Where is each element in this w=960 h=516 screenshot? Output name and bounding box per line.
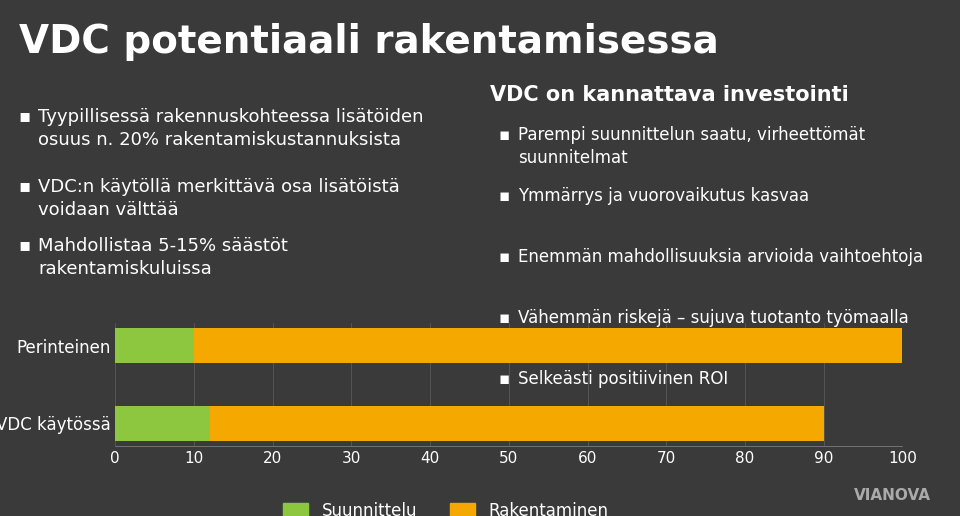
Text: ▪: ▪ bbox=[499, 126, 516, 144]
Text: Tyypillisessä rakennuskohteessa lisätöiden
osuus n. 20% rakentamiskustannuksista: Tyypillisessä rakennuskohteessa lisätöid… bbox=[38, 108, 424, 149]
Text: Mahdollistaa 5-15% säästöt
rakentamiskuluissa: Mahdollistaa 5-15% säästöt rakentamiskul… bbox=[38, 237, 288, 278]
Bar bbox=[115, 406, 209, 441]
Text: ▪: ▪ bbox=[499, 187, 516, 205]
Text: Vähemmän riskejä – sujuva tuotanto työmaalla: Vähemmän riskejä – sujuva tuotanto työma… bbox=[518, 309, 909, 327]
Text: Enemmän mahdollisuuksia arvioida vaihtoehtoja: Enemmän mahdollisuuksia arvioida vaihtoe… bbox=[518, 248, 924, 266]
Text: ▪: ▪ bbox=[19, 108, 37, 126]
Text: Ymmärrys ja vuorovaikutus kasvaa: Ymmärrys ja vuorovaikutus kasvaa bbox=[518, 187, 809, 205]
Text: ▪: ▪ bbox=[499, 370, 516, 388]
Text: ▪: ▪ bbox=[19, 237, 37, 255]
Bar bbox=[209, 406, 824, 441]
Text: ▪: ▪ bbox=[499, 309, 516, 327]
Text: Parempi suunnittelun saatu, virheettömät
suunnitelmat: Parempi suunnittelun saatu, virheettömät… bbox=[518, 126, 866, 167]
Text: Selkeästi positiivinen ROI: Selkeästi positiivinen ROI bbox=[518, 370, 729, 388]
Bar bbox=[115, 328, 194, 363]
Legend: Suunnittelu, Rakentaminen: Suunnittelu, Rakentaminen bbox=[283, 502, 609, 516]
Text: VIANOVA: VIANOVA bbox=[854, 488, 931, 503]
Text: VDC on kannattava investointi: VDC on kannattava investointi bbox=[490, 85, 849, 105]
Text: VDC:n käytöllä merkittävä osa lisätöistä
voidaan välttää: VDC:n käytöllä merkittävä osa lisätöistä… bbox=[38, 178, 400, 219]
Text: ▪: ▪ bbox=[19, 178, 37, 196]
Bar bbox=[194, 328, 902, 363]
Text: ▪: ▪ bbox=[499, 248, 516, 266]
Text: VDC potentiaali rakentamisessa: VDC potentiaali rakentamisessa bbox=[19, 23, 719, 61]
